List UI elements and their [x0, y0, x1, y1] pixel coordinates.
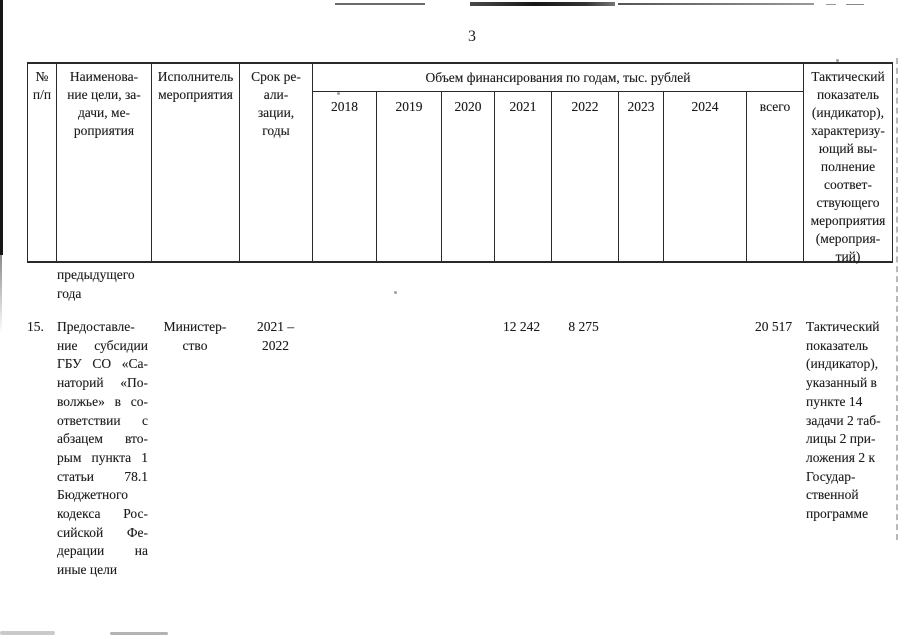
scan-artifact-top-dash-1 [826, 4, 836, 5]
header-cell-indicator: Тактический показатель (индикатор), хара… [803, 64, 892, 264]
scan-artifact-top-line-3 [618, 3, 814, 5]
scan-artifact-bottom-smudge-1 [0, 631, 55, 635]
header-cell-funding-group: Объем финансирования по годам, тыс. рубл… [312, 64, 803, 92]
header-cell-year-2024: 2024 [663, 92, 746, 261]
scan-artifact-top-line-2 [470, 2, 615, 6]
scan-artifact-right-edge [896, 58, 898, 540]
header-cell-year-2020: 2020 [441, 92, 494, 261]
header-cell-year-2022: 2022 [551, 92, 618, 261]
row15-value-2022: 8 275 [568, 319, 599, 334]
header-cell-year-2019: 2019 [376, 92, 441, 261]
row15-indicator: Тактический показатель (индикатор), указанн… [806, 319, 881, 522]
row15-executor: Министер-ство [163, 319, 227, 353]
scan-artifact-left-edge-fade [0, 255, 2, 333]
header-cell-term: Срок ре- али- зации, годы [239, 64, 312, 261]
header-cell-year-2023: 2023 [618, 92, 663, 261]
scan-artifact-top-dash-2 [846, 4, 864, 5]
header-cell-name: Наименова- ние цели, за- дачи, ме- ропри… [56, 64, 151, 261]
header-cell-executor: Исполнитель мероприятия [151, 64, 239, 261]
row15-value-total: 20 517 [754, 319, 793, 334]
header-cell-number: № п/п [32, 69, 52, 102]
scan-artifact-dot-2 [394, 291, 397, 294]
row15-value-2021: 12 242 [502, 319, 541, 334]
header-cell-year-2018: 2018 [312, 92, 376, 261]
scan-artifact-left-edge [0, 0, 3, 255]
scan-artifact-top-line-1 [335, 3, 425, 5]
header-cell-year-2021: 2021 [494, 92, 551, 261]
header-cell-total: всего [746, 92, 803, 261]
table-header: № п/п Наименова- ние цели, за- дачи, ме-… [27, 62, 893, 264]
row15-term: 2021 –2022 [256, 319, 295, 353]
carryover-text: предыдущего года [57, 267, 135, 301]
scan-artifact-bottom-smudge-2 [110, 632, 168, 635]
row15-number: 15. [27, 319, 44, 334]
page-number: 3 [468, 28, 476, 45]
row15-name: Предоставле-ние субсидии ГБУ СО «Са-наторий «… [57, 319, 148, 578]
